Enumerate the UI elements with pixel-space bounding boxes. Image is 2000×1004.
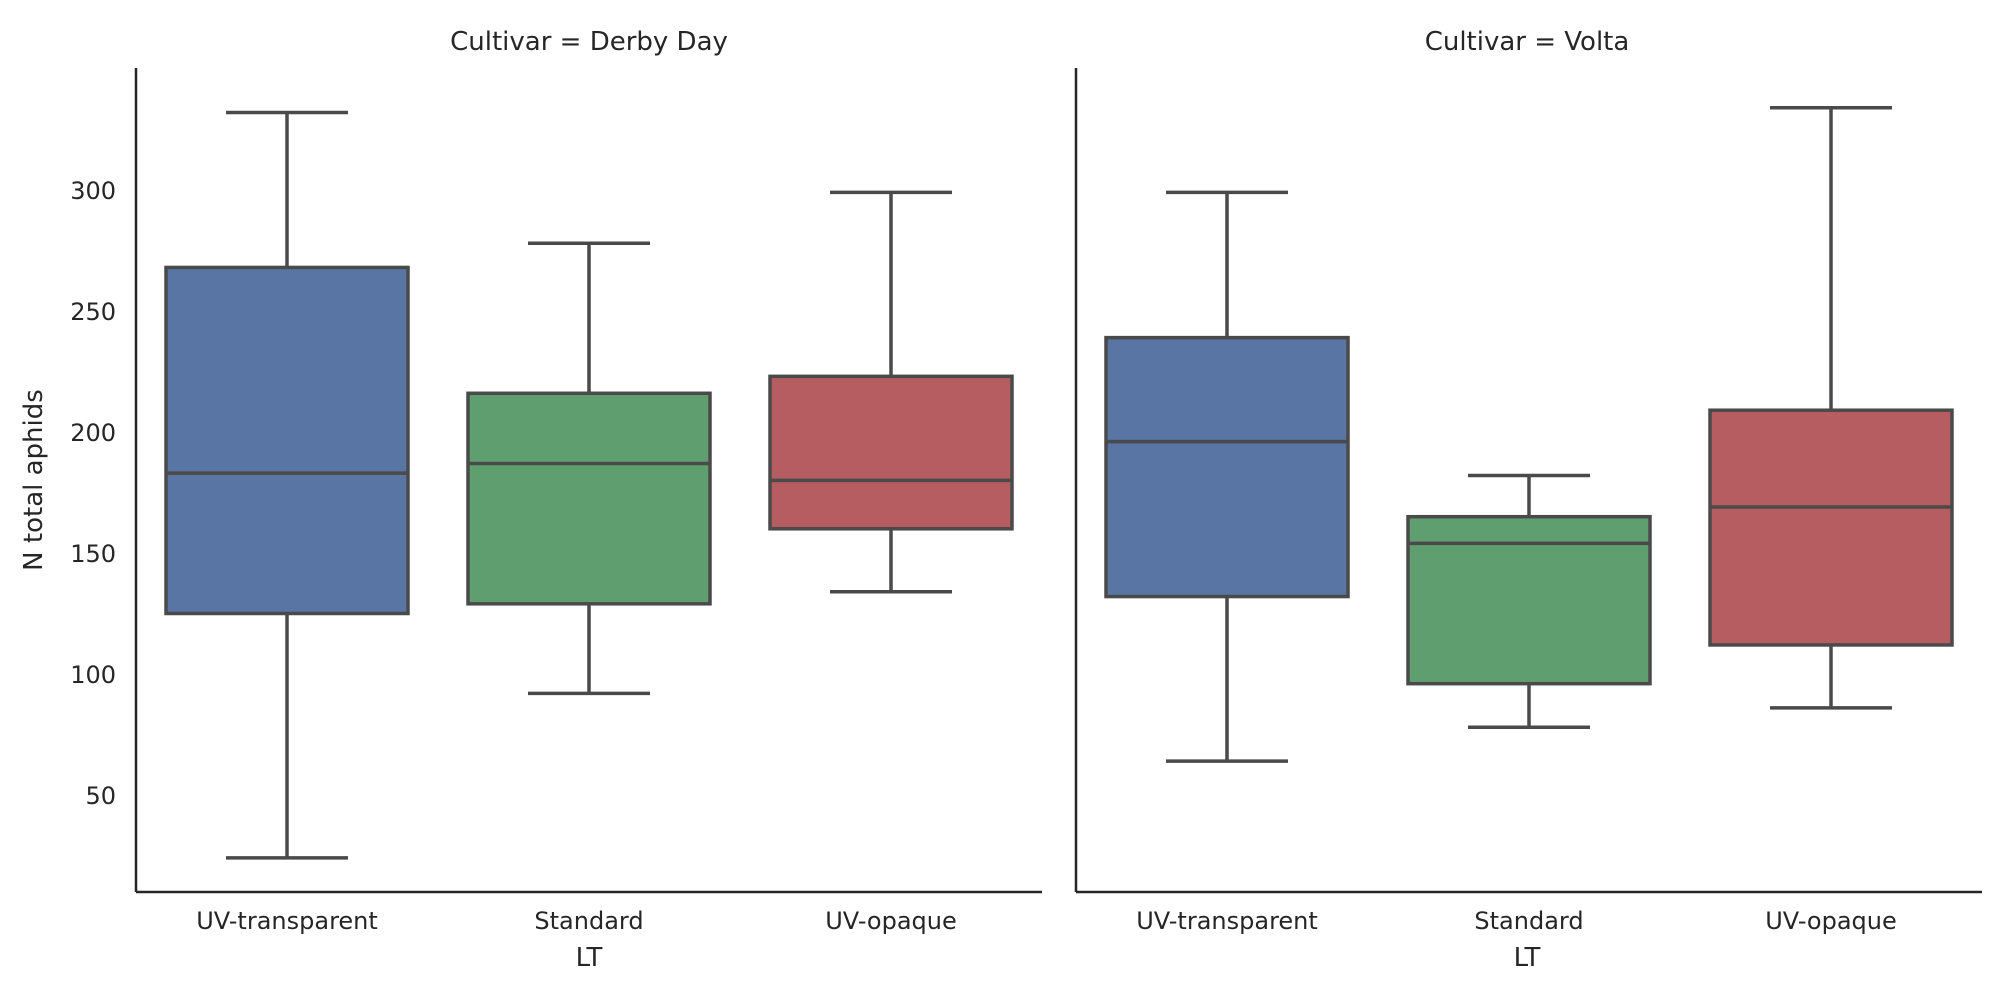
x-tick-label: UV-opaque (825, 907, 957, 935)
box-standard (1406, 473, 1652, 729)
panel-title: Cultivar = Volta (1425, 27, 1630, 57)
panel-derby-day: Cultivar = Derby Day 50 100 150 200 250 300 UV… (70, 27, 1042, 935)
x-tick-label: Standard (1474, 907, 1583, 935)
y-tick-label: 50 (85, 782, 116, 810)
x-tick-label: UV-transparent (1136, 907, 1318, 935)
x-tick-label: Standard (534, 907, 643, 935)
iqr-box (466, 391, 712, 606)
y-tick-label: 200 (70, 419, 116, 447)
box-uv-transparent (164, 110, 410, 860)
x-tick-label: UV-opaque (1765, 907, 1897, 935)
x-axis-label: LT (576, 943, 603, 973)
y-axis-label: N total aphids (19, 389, 49, 571)
x-tick-label: UV-transparent (196, 907, 378, 935)
y-tick-label: 250 (70, 298, 116, 326)
iqr-box (164, 265, 410, 616)
iqr-box (768, 374, 1014, 531)
iqr-box (1708, 408, 1954, 647)
y-tick-label: 150 (70, 540, 116, 568)
box-uv-opaque (1708, 105, 1954, 710)
box-uv-opaque (768, 190, 1014, 594)
box-uv-transparent (1104, 190, 1350, 763)
y-tick-label: 100 (70, 661, 116, 689)
x-axis-label: LT (1514, 943, 1541, 973)
y-tick-label: 300 (70, 177, 116, 205)
box-standard (466, 241, 712, 696)
panel-volta: Cultivar = Volta UV-transparent Standard U… (1074, 27, 1982, 935)
panel-title: Cultivar = Derby Day (450, 27, 728, 57)
iqr-box (1104, 335, 1350, 599)
